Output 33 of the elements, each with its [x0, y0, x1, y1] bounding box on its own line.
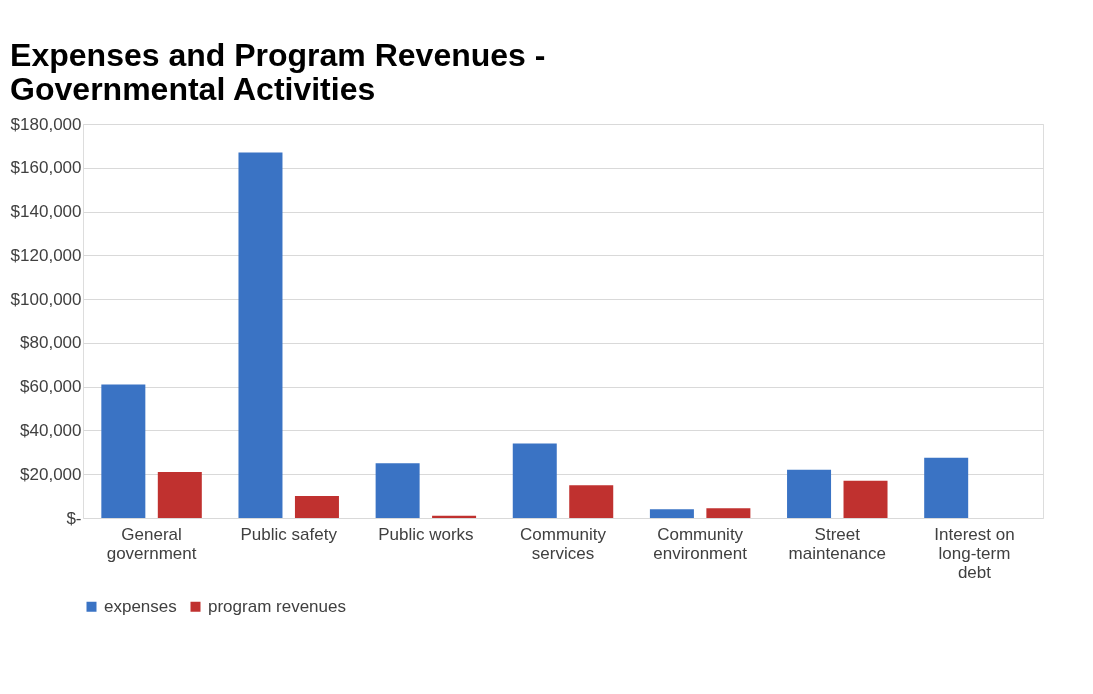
- x-tick-label: Public works: [378, 524, 474, 544]
- bar: [238, 152, 283, 518]
- bar: [706, 508, 751, 518]
- x-tick-label: Community environment: [653, 524, 748, 563]
- x-tick-label: Public safety: [240, 524, 338, 544]
- y-tick-label: $-: [66, 508, 82, 528]
- legend-label: expenses: [104, 596, 177, 616]
- x-tick-label: Community services: [520, 524, 607, 563]
- x-tick-label: Interest on long-term debt: [934, 524, 1015, 582]
- bar: [375, 463, 420, 518]
- bar: [432, 515, 477, 518]
- bar: [101, 384, 146, 518]
- y-tick-label: $100,000: [10, 289, 82, 309]
- bar: [512, 443, 557, 518]
- bar: [924, 457, 969, 518]
- y-tick-label: $20,000: [20, 464, 82, 484]
- y-tick-label: $60,000: [20, 377, 82, 397]
- y-tick-label: $160,000: [10, 158, 82, 178]
- bar: [294, 496, 339, 518]
- bar: [787, 469, 832, 518]
- bar: [157, 472, 202, 518]
- x-tick-label: General government: [106, 524, 197, 563]
- y-tick-label: $120,000: [10, 245, 82, 265]
- x-tick-label: Street maintenance: [788, 524, 886, 563]
- bar: [843, 480, 888, 518]
- y-tick-label: $140,000: [10, 202, 82, 222]
- bar: [649, 509, 694, 518]
- y-tick-label: $180,000: [10, 114, 82, 134]
- chart-title: Expenses and Program Revenues - Governmental Activities: [10, 37, 546, 107]
- y-tick-label: $40,000: [20, 420, 82, 440]
- bar: [569, 485, 614, 518]
- legend-label: program revenues: [208, 596, 346, 616]
- y-tick-label: $80,000: [20, 333, 82, 353]
